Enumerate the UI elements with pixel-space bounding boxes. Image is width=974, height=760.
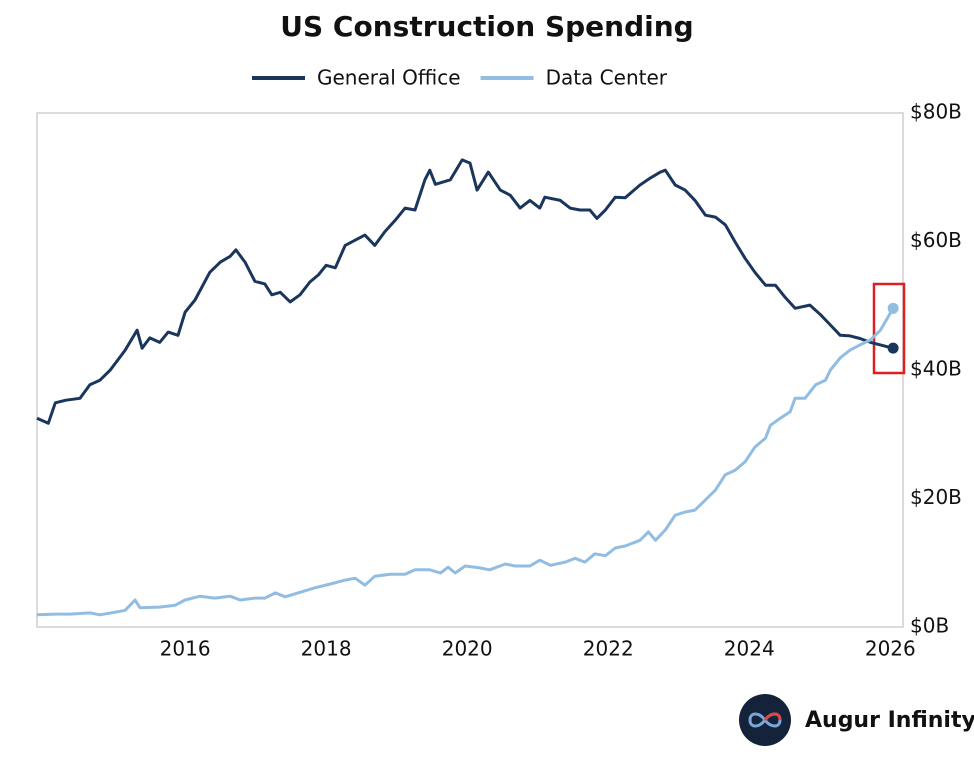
- x-tick-label: 2024: [724, 637, 775, 661]
- y-tick-label: $60B: [910, 228, 962, 252]
- brand-name: Augur Infinity: [805, 708, 974, 733]
- x-tick-label: 2020: [442, 637, 493, 661]
- y-tick-label: $20B: [910, 485, 962, 509]
- y-tick-label: $0B: [910, 614, 949, 638]
- legend-label: General Office: [317, 66, 461, 90]
- chart-title: US Construction Spending: [280, 10, 693, 43]
- legend-label: Data Center: [546, 66, 668, 90]
- x-tick-label: 2022: [583, 637, 634, 661]
- y-tick-label: $80B: [910, 100, 962, 124]
- end-point: [887, 342, 899, 354]
- series-line: [36, 307, 895, 617]
- x-tick-label: 2016: [160, 637, 211, 661]
- x-tick-label: 2018: [301, 637, 352, 661]
- end-point: [887, 302, 899, 314]
- y-tick-label: $40B: [910, 357, 962, 381]
- plot-frame: [36, 112, 904, 628]
- brand-logo: [739, 694, 791, 746]
- x-tick-label: 2026: [865, 637, 916, 661]
- highlight-box: [872, 282, 906, 375]
- series-line: [36, 158, 894, 425]
